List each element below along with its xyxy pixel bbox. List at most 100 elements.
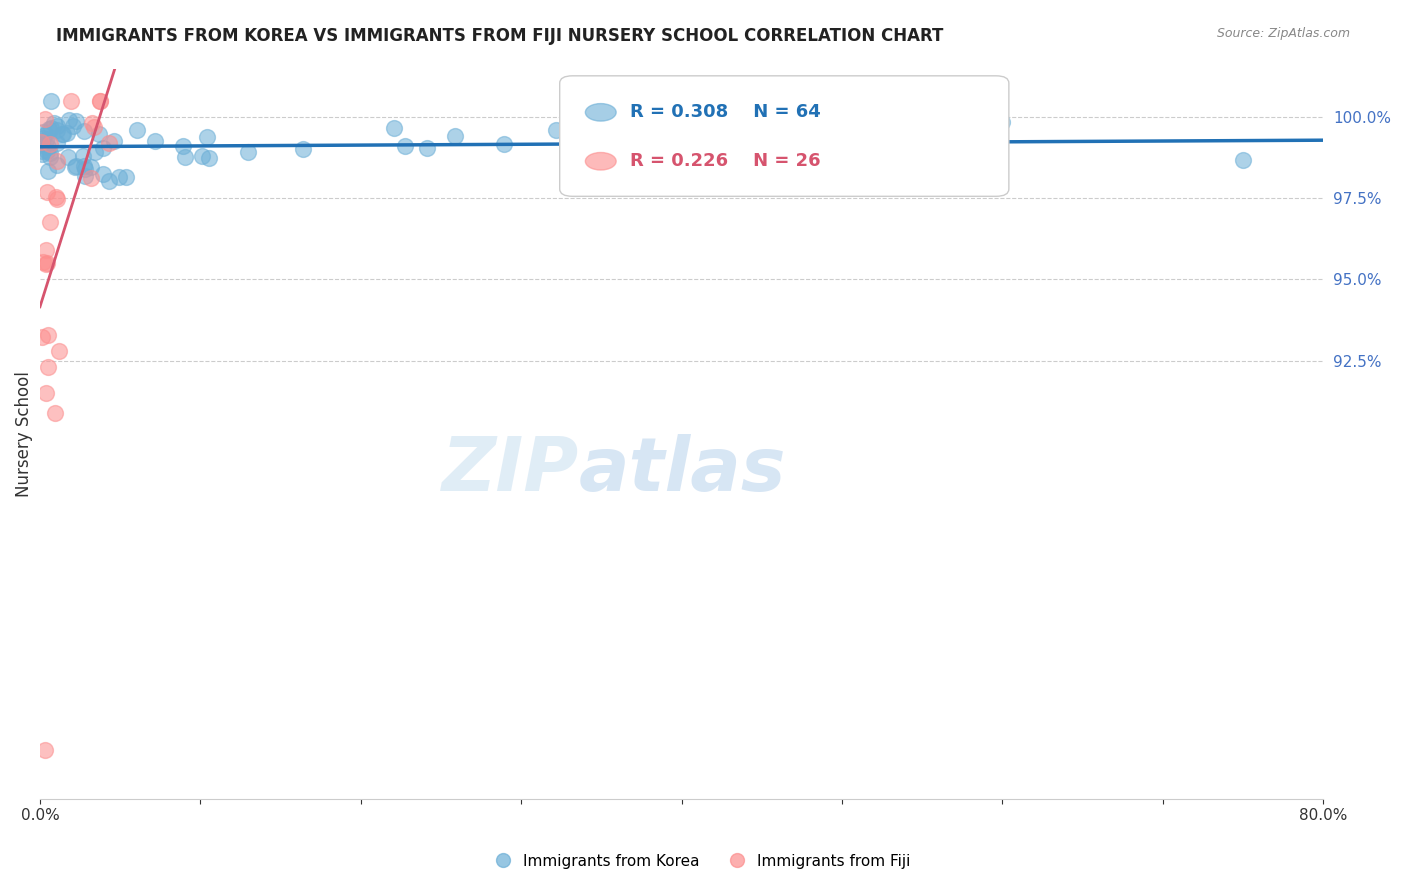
Point [35, 255, 58, 269]
Point [89, 127, 111, 141]
Point [79, 171, 101, 186]
Point [60, 94, 83, 108]
Point [72, 149, 94, 163]
Point [416, 141, 439, 155]
Point [80, 116, 103, 130]
Point [45, 136, 67, 151]
Point [91, 167, 114, 181]
Point [32, 125, 55, 139]
Point [38, 136, 60, 151]
Point [35, 133, 58, 147]
Point [75, 161, 97, 176]
Point [564, 181, 586, 195]
Point [98, 136, 121, 151]
Point [46, 154, 69, 169]
Point [108, 169, 131, 184]
Point [63, 160, 86, 174]
Point [80, 160, 103, 174]
Point [191, 149, 214, 163]
Point [44, 406, 66, 420]
Point [45, 123, 67, 137]
Point [44, 115, 66, 129]
Point [62, 120, 84, 134]
Point [292, 142, 315, 156]
Point [37, 164, 59, 178]
Point [37, 360, 59, 375]
Text: ZIP: ZIP [441, 434, 579, 507]
Text: R = 0.308    N = 64: R = 0.308 N = 64 [630, 103, 821, 121]
Point [145, 134, 167, 148]
Point [31, 329, 53, 343]
Point [991, 115, 1014, 129]
Point [65, 114, 87, 128]
Point [89, 94, 111, 108]
Point [576, 104, 599, 119]
Point [46, 158, 69, 172]
Text: IMMIGRANTS FROM KOREA VS IMMIGRANTS FROM FIJI NURSERY SCHOOL CORRELATION CHART: IMMIGRANTS FROM KOREA VS IMMIGRANTS FROM… [56, 27, 943, 45]
Point [41, 120, 63, 135]
Point [195, 129, 218, 144]
FancyBboxPatch shape [560, 76, 1010, 196]
Point [238, 145, 260, 159]
Point [30, 135, 52, 149]
Point [35, 257, 58, 271]
Point [492, 137, 515, 152]
Text: R = 0.226    N = 26: R = 0.226 N = 26 [630, 153, 821, 170]
Point [51, 127, 73, 141]
Point [382, 120, 405, 135]
Point [394, 138, 416, 153]
Point [38, 150, 60, 164]
Point [37, 140, 59, 154]
Point [38, 145, 60, 160]
Point [34, 128, 56, 142]
Point [103, 134, 125, 148]
Circle shape [585, 153, 616, 170]
Point [56, 150, 79, 164]
Point [58, 112, 80, 127]
Point [45, 192, 67, 206]
Text: atlas: atlas [579, 434, 786, 507]
Point [172, 138, 194, 153]
Point [557, 136, 579, 150]
Point [65, 159, 87, 173]
Point [98, 173, 121, 187]
Point [444, 129, 467, 144]
Point [31, 137, 53, 152]
Point [31, 146, 53, 161]
Point [125, 123, 148, 137]
Point [38, 122, 60, 136]
Point [31, 131, 53, 145]
Text: Source: ZipAtlas.com: Source: ZipAtlas.com [1216, 27, 1350, 40]
Point [73, 124, 96, 138]
Legend: Immigrants from Korea, Immigrants from Fiji: Immigrants from Korea, Immigrants from F… [489, 848, 917, 875]
Circle shape [585, 103, 616, 121]
Point [38, 215, 60, 229]
Point [51, 127, 73, 141]
Point [83, 120, 105, 135]
Point [115, 169, 138, 184]
Point [197, 151, 219, 165]
Point [56, 126, 79, 140]
Point [45, 189, 67, 203]
Point [1232, 153, 1254, 167]
Point [34, 112, 56, 126]
Point [544, 123, 567, 137]
Point [35, 243, 58, 257]
Point [35, 386, 58, 401]
Point [31, 254, 53, 268]
Point [37, 328, 59, 343]
Point [48, 343, 70, 358]
Point [73, 159, 96, 173]
Point [37, 185, 59, 199]
Point [34, 743, 56, 757]
Point [37, 144, 59, 158]
Point [91, 141, 114, 155]
Point [173, 150, 195, 164]
Point [31, 144, 53, 158]
Y-axis label: Nursery School: Nursery School [15, 371, 32, 497]
Point [46, 120, 69, 134]
Point [89, 94, 111, 108]
Point [39, 94, 62, 108]
Point [73, 169, 96, 184]
Point [84, 145, 107, 160]
